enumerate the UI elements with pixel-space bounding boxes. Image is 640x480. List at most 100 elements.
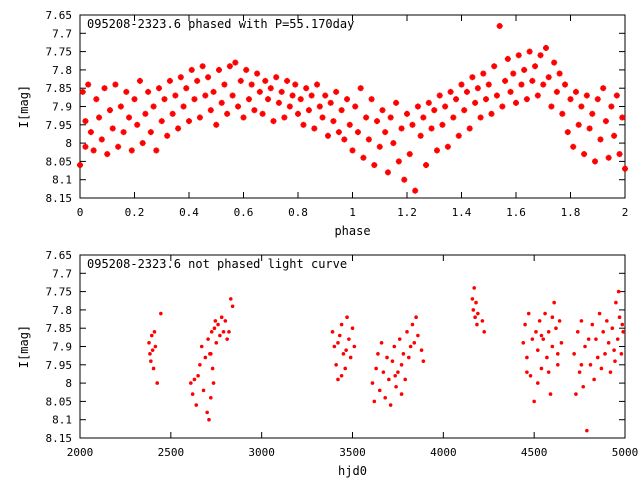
data-point <box>397 337 402 341</box>
data-point <box>159 311 163 316</box>
data-point <box>581 384 586 389</box>
data-point <box>583 92 590 99</box>
data-point <box>377 388 382 393</box>
data-point <box>395 158 402 165</box>
data-point <box>209 352 213 356</box>
y-tick-label: 7.65 <box>46 9 73 22</box>
data-point <box>215 66 222 73</box>
data-point <box>474 300 478 305</box>
data-point <box>218 99 225 106</box>
data-point <box>554 326 558 331</box>
data-point <box>592 158 599 165</box>
data-point <box>379 107 386 114</box>
x-tick-label: 0.6 <box>234 206 254 219</box>
data-point <box>433 147 440 154</box>
y-tick-label: 7.7 <box>52 267 72 280</box>
data-point <box>548 103 555 110</box>
data-point <box>210 88 217 95</box>
data-point <box>158 118 165 125</box>
data-point <box>453 96 460 103</box>
data-point <box>243 66 250 73</box>
data-point <box>226 63 233 70</box>
data-point <box>401 352 406 356</box>
data-point <box>562 81 569 88</box>
data-point <box>541 337 546 341</box>
data-point <box>357 85 364 92</box>
data-point <box>534 330 538 334</box>
data-point <box>619 352 624 356</box>
data-point <box>407 355 411 360</box>
data-point <box>209 395 213 400</box>
data-point <box>622 165 628 172</box>
data-point <box>295 110 301 117</box>
data-point <box>442 103 449 110</box>
data-point <box>480 70 487 77</box>
data-point <box>305 107 312 114</box>
data-point <box>145 88 152 95</box>
data-point <box>585 428 589 433</box>
data-point <box>192 377 197 382</box>
data-point <box>530 337 535 341</box>
data-point <box>374 118 381 125</box>
data-point <box>412 341 417 345</box>
data-point <box>384 169 391 176</box>
data-point <box>613 92 620 99</box>
data-point <box>499 103 506 110</box>
data-point <box>186 118 192 125</box>
y-tick-label: 8.15 <box>46 432 73 445</box>
data-point <box>152 330 157 334</box>
data-point <box>180 103 187 110</box>
data-point <box>417 132 424 139</box>
data-point <box>414 103 421 110</box>
data-point <box>546 330 551 334</box>
data-point <box>230 304 235 309</box>
data-point <box>466 125 473 132</box>
unphased-light-curve-panel: 7.65 7.7 7.75 7.8 7.85 7.9 7.95 8 8.05 8.1 8.15 20… <box>17 249 638 478</box>
data-point <box>404 110 410 117</box>
data-point <box>510 70 517 77</box>
y-tick-label: 8.1 <box>52 414 72 427</box>
y-tick-label: 7.7 <box>52 27 72 40</box>
data-point <box>194 403 199 407</box>
data-point <box>352 344 357 349</box>
data-point <box>579 363 584 367</box>
data-point <box>149 333 154 338</box>
x-tick-label: 1 <box>349 206 356 219</box>
data-point <box>96 114 103 121</box>
data-point <box>405 330 409 334</box>
x-tick-label: 1.2 <box>397 206 417 219</box>
data-point <box>139 140 146 147</box>
y-tick-label: 8 <box>65 137 72 150</box>
data-point <box>589 110 596 117</box>
data-point <box>214 341 219 345</box>
x-ticks-phased: 0 0.2 0.4 0.6 0.8 1 1.2 1.4 1.6 1.8 2 <box>77 15 628 219</box>
data-point <box>308 92 315 99</box>
data-point <box>337 333 342 338</box>
data-point <box>303 85 310 92</box>
data-point <box>586 337 591 341</box>
x-tick-label: 3000 <box>248 446 275 459</box>
data-point <box>439 121 446 128</box>
data-point <box>346 121 353 128</box>
data-point <box>338 107 345 114</box>
data-point <box>477 114 484 121</box>
data-point <box>203 355 208 360</box>
data-point <box>555 352 560 356</box>
data-point <box>406 151 413 158</box>
data-point <box>82 118 89 125</box>
data-point <box>335 129 342 136</box>
data-point <box>240 114 247 121</box>
data-point <box>131 96 138 103</box>
data-point <box>374 366 378 371</box>
data-point <box>256 88 263 95</box>
data-point <box>575 121 582 128</box>
data-point <box>150 103 157 110</box>
data-point <box>347 337 351 341</box>
data-point <box>194 77 201 84</box>
data-point <box>281 114 288 121</box>
data-point <box>352 103 359 110</box>
data-point <box>213 121 220 128</box>
data-point <box>224 110 231 117</box>
data-point <box>455 132 462 139</box>
x-axis-label-phased: phase <box>334 224 370 238</box>
